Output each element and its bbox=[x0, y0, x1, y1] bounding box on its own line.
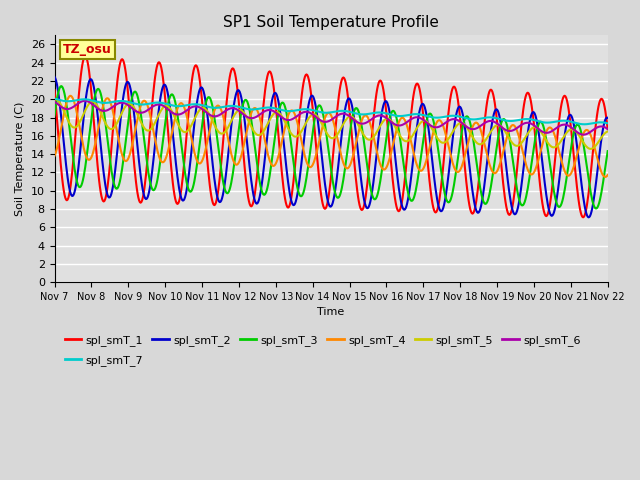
spl_smT_5 bbox=[554, 143, 561, 148]
spl_smT_5 bbox=[587, 146, 595, 152]
spl_smT_5 bbox=[604, 129, 612, 134]
spl_smT_3 bbox=[51, 112, 58, 118]
Line: spl_smT_7: spl_smT_7 bbox=[54, 98, 608, 124]
spl_smT_7 bbox=[51, 96, 58, 101]
spl_smT_4 bbox=[602, 174, 609, 180]
spl_smT_1 bbox=[173, 201, 180, 206]
spl_smT_7 bbox=[553, 119, 561, 124]
spl_smT_3 bbox=[604, 148, 612, 154]
spl_smT_2 bbox=[604, 115, 612, 121]
Line: spl_smT_1: spl_smT_1 bbox=[54, 56, 608, 217]
spl_smT_6 bbox=[377, 113, 385, 119]
Y-axis label: Soil Temperature (C): Soil Temperature (C) bbox=[15, 102, 25, 216]
spl_smT_2 bbox=[585, 215, 593, 220]
spl_smT_2 bbox=[172, 161, 180, 167]
spl_smT_7 bbox=[431, 115, 438, 120]
spl_smT_7 bbox=[604, 120, 612, 126]
spl_smT_6 bbox=[604, 126, 612, 132]
spl_smT_5 bbox=[377, 121, 385, 127]
spl_smT_7 bbox=[196, 102, 204, 108]
spl_smT_5 bbox=[173, 119, 180, 124]
spl_smT_6 bbox=[173, 111, 180, 117]
spl_smT_4 bbox=[196, 160, 204, 166]
spl_smT_4 bbox=[51, 153, 58, 159]
spl_smT_1 bbox=[196, 83, 204, 89]
Title: SP1 Soil Temperature Profile: SP1 Soil Temperature Profile bbox=[223, 15, 439, 30]
spl_smT_1 bbox=[323, 201, 331, 207]
spl_smT_3 bbox=[323, 138, 331, 144]
spl_smT_2 bbox=[51, 74, 58, 80]
spl_smT_7 bbox=[580, 121, 588, 127]
spl_smT_3 bbox=[173, 107, 180, 113]
spl_smT_1 bbox=[377, 78, 385, 84]
spl_smT_6 bbox=[554, 124, 561, 130]
Line: spl_smT_3: spl_smT_3 bbox=[54, 86, 608, 208]
spl_smT_4 bbox=[173, 108, 180, 114]
spl_smT_1 bbox=[579, 215, 587, 220]
spl_smT_1 bbox=[604, 126, 612, 132]
Line: spl_smT_4: spl_smT_4 bbox=[54, 96, 608, 177]
spl_smT_6 bbox=[81, 98, 89, 104]
spl_smT_6 bbox=[432, 124, 440, 130]
Line: spl_smT_5: spl_smT_5 bbox=[54, 99, 608, 149]
spl_smT_1 bbox=[554, 130, 561, 135]
spl_smT_2 bbox=[196, 87, 204, 93]
spl_smT_4 bbox=[67, 93, 74, 99]
spl_smT_3 bbox=[432, 129, 440, 135]
spl_smT_3 bbox=[377, 173, 385, 179]
spl_smT_2 bbox=[553, 194, 561, 200]
Legend: spl_smT_7: spl_smT_7 bbox=[60, 350, 148, 371]
spl_smT_6 bbox=[579, 132, 587, 138]
spl_smT_5 bbox=[432, 132, 440, 138]
spl_smT_6 bbox=[51, 99, 58, 105]
Line: spl_smT_6: spl_smT_6 bbox=[54, 101, 608, 135]
spl_smT_3 bbox=[593, 205, 600, 211]
spl_smT_5 bbox=[323, 131, 331, 137]
spl_smT_2 bbox=[376, 120, 384, 126]
spl_smT_7 bbox=[172, 103, 180, 109]
spl_smT_6 bbox=[196, 105, 204, 111]
spl_smT_3 bbox=[196, 134, 204, 140]
spl_smT_4 bbox=[323, 111, 331, 117]
spl_smT_7 bbox=[376, 109, 384, 115]
spl_smT_5 bbox=[51, 96, 59, 102]
spl_smT_3 bbox=[58, 83, 65, 89]
spl_smT_4 bbox=[377, 163, 385, 169]
spl_smT_3 bbox=[554, 203, 561, 209]
spl_smT_2 bbox=[431, 180, 438, 186]
spl_smT_5 bbox=[51, 97, 58, 103]
spl_smT_2 bbox=[323, 192, 330, 197]
spl_smT_1 bbox=[51, 87, 58, 93]
spl_smT_7 bbox=[323, 110, 330, 116]
spl_smT_1 bbox=[81, 53, 89, 59]
spl_smT_4 bbox=[554, 143, 561, 149]
Line: spl_smT_2: spl_smT_2 bbox=[54, 77, 608, 217]
spl_smT_6 bbox=[323, 119, 331, 124]
X-axis label: Time: Time bbox=[317, 307, 345, 317]
spl_smT_1 bbox=[432, 210, 440, 216]
spl_smT_4 bbox=[604, 172, 612, 178]
spl_smT_4 bbox=[432, 122, 440, 128]
Text: TZ_osu: TZ_osu bbox=[63, 43, 111, 56]
spl_smT_5 bbox=[196, 106, 204, 112]
